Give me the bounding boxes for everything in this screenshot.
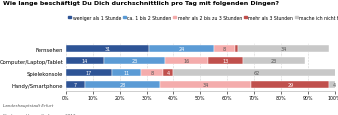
Bar bbox=[66, 46, 149, 52]
Bar bbox=[112, 70, 141, 76]
Bar bbox=[165, 58, 208, 64]
Text: 17: 17 bbox=[86, 70, 92, 75]
Bar bbox=[235, 46, 238, 52]
Text: 13: 13 bbox=[223, 59, 229, 63]
Bar bbox=[141, 70, 163, 76]
Bar bbox=[329, 82, 338, 88]
Bar bbox=[66, 58, 103, 64]
Text: 4: 4 bbox=[333, 82, 336, 87]
Text: 4: 4 bbox=[166, 70, 170, 75]
Text: 7: 7 bbox=[74, 82, 77, 87]
Bar bbox=[160, 82, 251, 88]
Text: 23: 23 bbox=[271, 59, 277, 63]
Text: 8: 8 bbox=[223, 47, 226, 52]
Bar bbox=[163, 70, 173, 76]
Bar bbox=[66, 82, 85, 88]
Text: 62: 62 bbox=[254, 70, 260, 75]
Text: 31: 31 bbox=[104, 47, 111, 52]
Text: 11: 11 bbox=[123, 70, 129, 75]
Text: 24: 24 bbox=[178, 47, 185, 52]
Text: Wie lange beschäftigt Du Dich durchschnittlich pro Tag mit folgenden Dingen?: Wie lange beschäftigt Du Dich durchschni… bbox=[3, 1, 280, 6]
Text: Landeshauptstadt Erfurt: Landeshauptstadt Erfurt bbox=[3, 104, 54, 107]
Bar bbox=[251, 82, 329, 88]
Text: 29: 29 bbox=[287, 82, 293, 87]
Text: 23: 23 bbox=[131, 59, 138, 63]
Text: 8: 8 bbox=[150, 70, 153, 75]
Text: Kinder- und Jugendbefragung 2012: Kinder- und Jugendbefragung 2012 bbox=[3, 113, 76, 115]
Bar bbox=[66, 70, 112, 76]
Text: 34: 34 bbox=[202, 82, 209, 87]
Text: 34: 34 bbox=[281, 47, 287, 52]
Bar bbox=[173, 70, 338, 76]
Bar bbox=[243, 58, 305, 64]
Bar bbox=[214, 46, 235, 52]
Text: 16: 16 bbox=[184, 59, 190, 63]
Legend: weniger als 1 Stunde, ca. 1 bis 2 Stunden, mehr als 2 bis zu 3 Stunden, mehr als: weniger als 1 Stunde, ca. 1 bis 2 Stunde… bbox=[68, 16, 338, 20]
Bar bbox=[149, 46, 214, 52]
Bar bbox=[103, 58, 165, 64]
Bar bbox=[85, 82, 160, 88]
Text: 14: 14 bbox=[81, 59, 88, 63]
Text: 28: 28 bbox=[119, 82, 125, 87]
Bar bbox=[238, 46, 329, 52]
Bar bbox=[208, 58, 243, 64]
